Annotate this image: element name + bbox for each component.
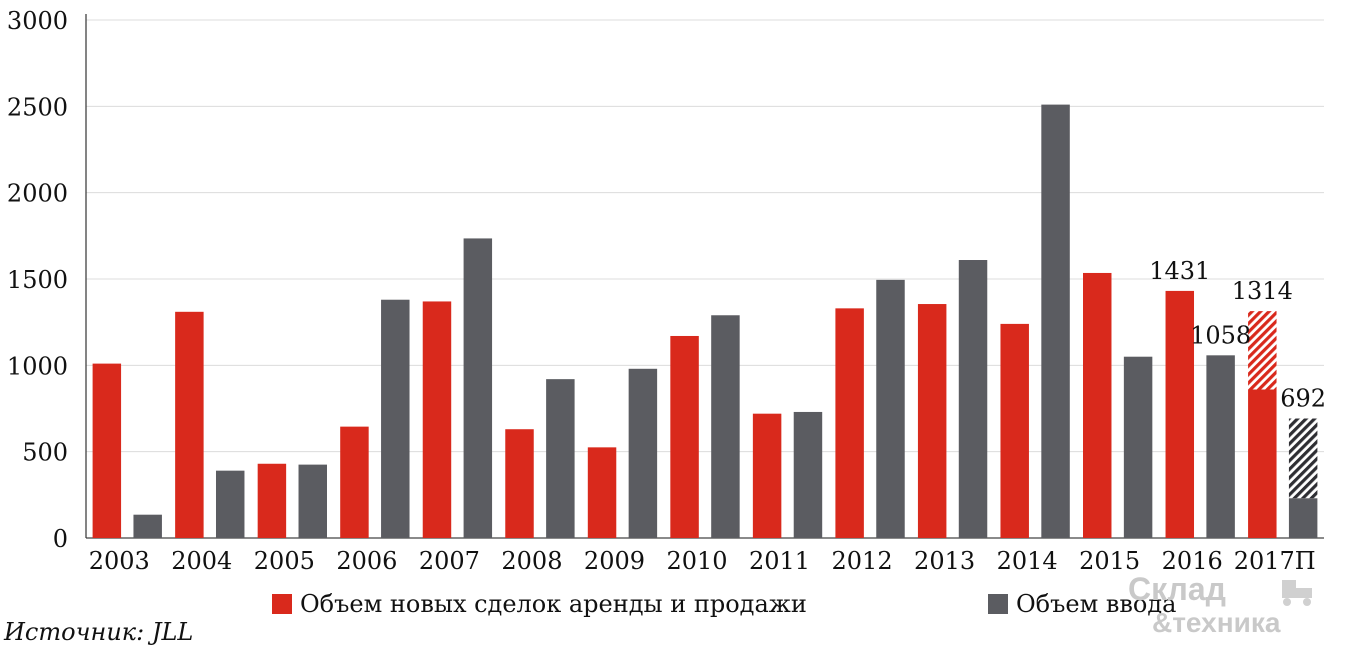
x-tick-label: 2004 xyxy=(171,547,232,575)
deals-bar-2013 xyxy=(917,304,947,538)
x-tick-label: 2017П xyxy=(1234,547,1316,575)
supply-bar-2007 xyxy=(463,238,493,538)
legend-swatch-deals xyxy=(272,594,292,614)
y-tick-label: 500 xyxy=(22,439,68,467)
legend-label-deals: Объем новых сделок аренды и продажи xyxy=(300,590,807,618)
x-tick-label: 2009 xyxy=(584,547,645,575)
x-tick-label: 2012 xyxy=(832,547,893,575)
deals-bar-2011 xyxy=(752,413,782,538)
x-tick-label: 2016 xyxy=(1162,547,1223,575)
supply-bar-2016 xyxy=(1206,355,1235,538)
supply-bar-2015 xyxy=(1123,356,1153,538)
supply-bar-2012 xyxy=(876,279,905,538)
deals-bar-2003 xyxy=(92,363,122,538)
supply-bar-2003 xyxy=(133,514,162,538)
x-tick-label: 2008 xyxy=(501,547,562,575)
supply-bar-2004 xyxy=(215,470,245,538)
x-tick-label: 2003 xyxy=(89,547,150,575)
supply-bar-2006 xyxy=(381,299,410,538)
y-tick-label: 1500 xyxy=(7,266,68,294)
deals-bar-2009 xyxy=(587,447,617,538)
data-label: 1314 xyxy=(1232,277,1293,305)
supply-bar-2017П-forecast xyxy=(1288,418,1318,499)
y-axis-ticks: 0 500 1000 1500 2000 2500 3000 xyxy=(7,7,68,553)
deals-bar-2004 xyxy=(175,311,204,538)
y-tick-label: 2500 xyxy=(7,93,68,121)
y-tick-label: 1000 xyxy=(7,352,68,380)
x-tick-label: 2015 xyxy=(1079,547,1140,575)
data-label: 1431 xyxy=(1149,257,1210,285)
deals-bar-2015 xyxy=(1083,272,1112,538)
y-tick-label: 3000 xyxy=(7,7,68,35)
deals-bar-2008 xyxy=(505,429,534,538)
supply-bar-2008 xyxy=(546,379,575,538)
deals-bar-2017П xyxy=(1248,389,1277,538)
x-axis-ticks: 2003 2004 2005 2006 2007 2008 2009 2010 2011 2012… xyxy=(89,547,1316,575)
svg-text:Склад: Склад xyxy=(1128,571,1226,607)
supply-bar-2005 xyxy=(298,464,327,538)
supply-bar-2013 xyxy=(958,260,988,538)
data-label: 692 xyxy=(1280,385,1326,413)
x-tick-label: 2011 xyxy=(749,547,810,575)
x-tick-label: 2007 xyxy=(419,547,480,575)
sklad-tekhnika-logo: Склад &техника xyxy=(1128,571,1312,638)
bars xyxy=(92,104,1318,539)
deals-bar-2017П-forecast xyxy=(1248,311,1277,390)
y-tick-label: 2000 xyxy=(7,180,68,208)
deals-bar-2016 xyxy=(1165,290,1195,538)
source-note: Источник: JLL xyxy=(4,618,194,646)
x-tick-label: 2014 xyxy=(997,547,1058,575)
supply-bar-2011 xyxy=(793,411,823,538)
supply-bar-2017П xyxy=(1288,498,1318,538)
data-labels: 1431 1314 1058 692 xyxy=(1149,257,1326,413)
x-tick-label: 2010 xyxy=(666,547,727,575)
legend-label-supply: Объем ввода xyxy=(1016,590,1177,618)
deals-bar-2012 xyxy=(835,308,864,538)
x-tick-label: 2013 xyxy=(914,547,975,575)
deals-bar-2010 xyxy=(670,335,699,538)
x-tick-label: 2005 xyxy=(254,547,315,575)
y-tick-label: 0 xyxy=(53,525,68,553)
deals-bar-2006 xyxy=(340,426,369,538)
deals-bar-2014 xyxy=(1000,323,1029,538)
supply-bar-2009 xyxy=(628,368,658,538)
svg-text:&техника: &техника xyxy=(1152,607,1281,638)
deals-bar-2005 xyxy=(257,463,287,538)
legend-item-deals: Объем новых сделок аренды и продажи xyxy=(272,590,807,618)
legend-swatch-supply xyxy=(988,594,1008,614)
supply-bar-2010 xyxy=(711,315,740,538)
x-tick-label: 2006 xyxy=(336,547,397,575)
deals-bar-2007 xyxy=(422,301,452,538)
data-label: 1058 xyxy=(1190,321,1251,349)
legend-item-supply: Объем ввода xyxy=(988,590,1176,618)
supply-bar-2014 xyxy=(1041,104,1070,539)
gridlines xyxy=(86,19,1324,539)
